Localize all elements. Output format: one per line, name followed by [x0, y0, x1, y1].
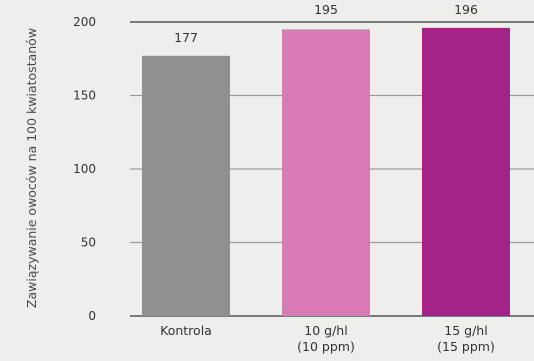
x-tick-label: 15 g/hl	[444, 323, 487, 338]
data-label: 177	[174, 30, 198, 45]
y-tick-label: 200	[73, 15, 96, 29]
bar	[422, 27, 510, 316]
bar	[142, 55, 230, 317]
data-label: 196	[454, 2, 478, 17]
y-tick-labels: 0 50 100 150 200	[73, 15, 96, 323]
data-label: 195	[314, 2, 338, 17]
y-axis-label: Zawiązywanie owoców na 100 kwiatostanów	[24, 28, 39, 308]
bars	[142, 27, 510, 317]
x-tick-label: Kontrola	[160, 323, 212, 338]
value-labels: 177 195 196	[174, 2, 478, 45]
y-tick-label: 100	[73, 162, 96, 176]
y-tick-label: 150	[73, 89, 96, 103]
x-tick-label: (10 ppm)	[297, 339, 355, 354]
y-tick-label: 0	[88, 309, 96, 323]
x-tick-labels: Kontrola 10 g/hl(10 ppm) 15 g/hl(15 ppm)	[160, 323, 495, 354]
x-tick-label: (15 ppm)	[437, 339, 495, 354]
bar	[282, 29, 370, 316]
y-tick-label: 50	[81, 236, 96, 250]
x-tick-label: 10 g/hl	[304, 323, 347, 338]
